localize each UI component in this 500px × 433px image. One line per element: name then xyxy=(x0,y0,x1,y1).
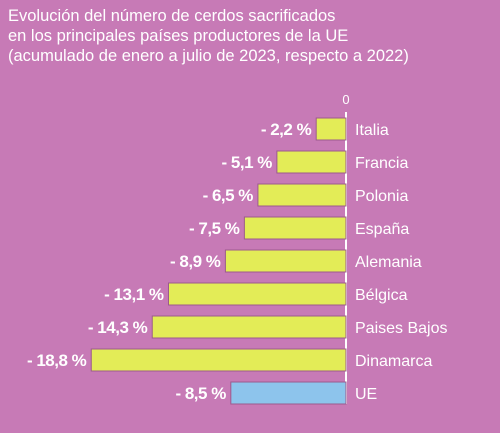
bar-6 xyxy=(151,315,347,339)
chart-title: Evolución del número de cerdos sacrifica… xyxy=(8,6,494,66)
value-label-2: - 6,5 % xyxy=(203,186,254,205)
bar-1 xyxy=(276,150,347,174)
value-label-7: - 18,8 % xyxy=(27,351,87,370)
bar-8 xyxy=(230,381,347,405)
category-label-2: Polonia xyxy=(355,188,408,205)
category-label-3: España xyxy=(355,221,409,238)
category-label-5: Bélgica xyxy=(355,287,408,304)
chart-title-line-1: Evolución del número de cerdos sacrifica… xyxy=(8,7,336,25)
bar-2 xyxy=(257,183,347,207)
category-label-8: UE xyxy=(355,386,377,403)
bars-group: - 2,2 % Italia - 5,1 % Francia - 6,5 % Poloni… xyxy=(27,117,448,405)
value-label-0: - 2,2 % xyxy=(261,120,312,139)
value-label-8: - 8,5 % xyxy=(175,384,226,403)
bar-7 xyxy=(90,348,347,372)
chart-title-line-2: en los principales países productores de… xyxy=(8,27,349,45)
bar-0 xyxy=(315,117,347,141)
value-label-5: - 13,1 % xyxy=(104,285,164,304)
value-label-3: - 7,5 % xyxy=(189,219,240,238)
zero-tick-label: 0 xyxy=(342,92,349,107)
category-label-0: Italia xyxy=(355,122,389,139)
category-label-7: Dinamarca xyxy=(355,353,432,370)
value-label-4: - 8,9 % xyxy=(170,252,221,271)
value-label-1: - 5,1 % xyxy=(222,153,273,172)
bar-4 xyxy=(224,249,347,273)
bar-5 xyxy=(167,282,347,306)
category-label-6: Paises Bajos xyxy=(355,320,448,337)
value-label-6: - 14,3 % xyxy=(88,318,148,337)
bar-3 xyxy=(243,216,347,240)
category-label-4: Alemania xyxy=(355,254,422,271)
category-label-1: Francia xyxy=(355,155,408,172)
chart-title-line-3: (acumulado de enero a julio de 2023, res… xyxy=(8,47,409,65)
